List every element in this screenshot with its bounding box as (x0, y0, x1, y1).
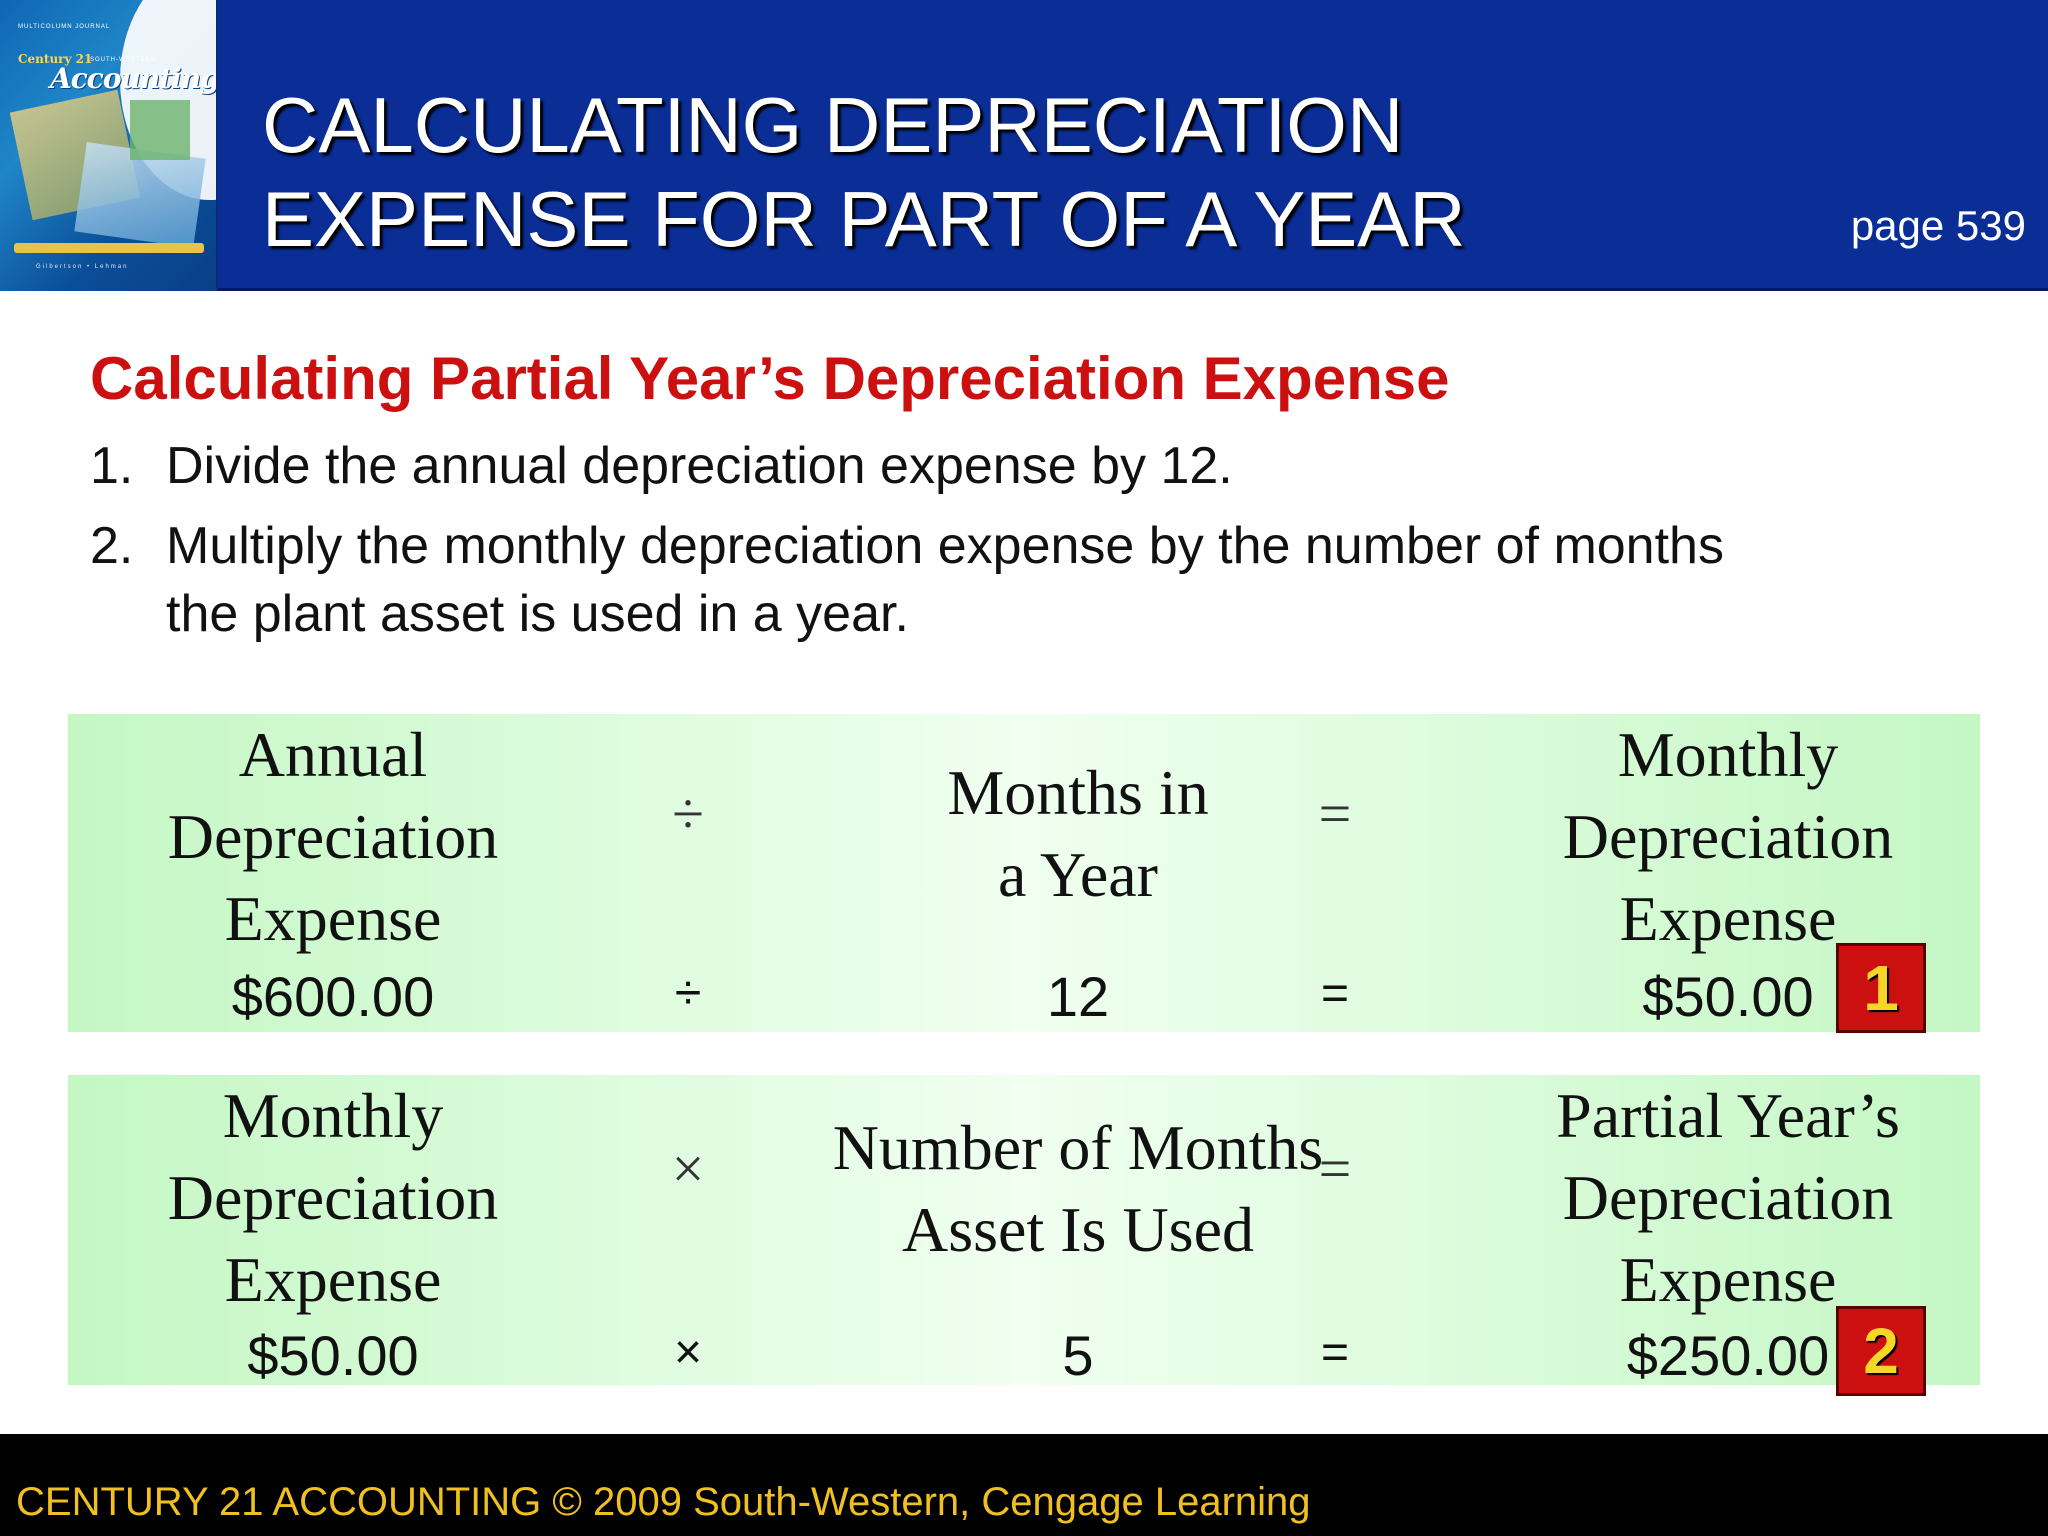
steps-list: 1. Divide the annual depreciation expens… (90, 432, 1790, 660)
page-reference: page 539 (1850, 202, 2026, 249)
formula-monthly-depreciation: Annual Depreciation Expense ÷ Months in … (68, 714, 1980, 1033)
step-badge-1: 1 (1836, 943, 1926, 1033)
label-line: Depreciation (1562, 801, 1894, 872)
formula1-equals: = (1318, 781, 1352, 846)
label-line: Annual (238, 719, 428, 790)
formula2-left-label: Monthly Depreciation Expense (138, 1075, 528, 1321)
formula2-right-value: $250.00 (1626, 1324, 1830, 1387)
formula-partial-year-depreciation: Monthly Depreciation Expense × Number of… (68, 1075, 1980, 1396)
formula1-operator-value: ÷ (674, 967, 702, 1020)
label-line: a Year (998, 839, 1158, 910)
step-number: 2. (90, 517, 134, 575)
slide-title-line-1: CALCULATING DEPRECIATION (262, 81, 1404, 169)
label-line: Monthly (222, 1080, 444, 1151)
cover-journal-label: MULTICOLUMN JOURNAL (18, 24, 111, 30)
slide-title-line-2: EXPENSE FOR PART OF A YEAR (262, 175, 1466, 263)
section-subtitle: Calculating Partial Year’s Depreciation … (90, 345, 1450, 412)
label-line: Depreciation (167, 801, 499, 872)
label-line: Expense (224, 1244, 442, 1315)
formula1-operator: ÷ (672, 781, 704, 846)
label-line: Number of Months (832, 1112, 1324, 1183)
cover-authors: Gilbertson • Lehman (36, 264, 129, 270)
cover-series-label: Century 21 (18, 52, 93, 66)
formula2-operator: × (671, 1136, 705, 1201)
label-line: Depreciation (167, 1162, 499, 1233)
slide-title: CALCULATING DEPRECIATION EXPENSE FOR PAR… (262, 78, 1562, 266)
step-text: Divide the annual depreciation expense b… (166, 437, 1233, 495)
step-item: 2. Multiply the monthly depreciation exp… (90, 512, 1790, 648)
label-line: Expense (1619, 1244, 1837, 1315)
formula1-left-label: Annual Depreciation Expense (138, 714, 528, 960)
step-badge-2: 2 (1836, 1306, 1926, 1396)
label-line: Asset Is Used (902, 1194, 1254, 1265)
label-line: Expense (1619, 883, 1837, 954)
label-line: Partial Year’s (1556, 1080, 1900, 1151)
cover-title: Accounting (50, 62, 218, 95)
label-line: Months in (947, 757, 1209, 828)
copyright-text: CENTURY 21 ACCOUNTING © 2009 South-Weste… (16, 1480, 1311, 1524)
formula1-middle-label: Months in a Year (848, 752, 1308, 916)
slide-footer: CENTURY 21 ACCOUNTING © 2009 South-Weste… (0, 1434, 2048, 1536)
formula2-operator-value: × (673, 1326, 703, 1379)
label-line: Monthly (1617, 719, 1839, 790)
formula1-middle-value: 12 (1046, 965, 1110, 1028)
formula1-right-label: Monthly Depreciation Expense (1468, 714, 1988, 960)
formula1-left-value: $600.00 (231, 965, 435, 1028)
cover-panel (130, 100, 190, 160)
formula2-middle-value: 5 (1062, 1324, 1094, 1387)
step-number: 1. (90, 437, 134, 495)
slide-header: MULTICOLUMN JOURNAL Century 21 SOUTH-WES… (0, 0, 2048, 291)
cover-stripe (14, 243, 204, 253)
formula2-equals: = (1318, 1136, 1352, 1201)
book-cover-image: MULTICOLUMN JOURNAL Century 21 SOUTH-WES… (0, 0, 218, 291)
formula1-right-value: $50.00 (1642, 965, 1814, 1028)
cover-publisher-label: SOUTH-WESTERN (90, 57, 156, 63)
formula2-left-value: $50.00 (247, 1324, 419, 1387)
step-text: Multiply the monthly depreciation expens… (166, 517, 1724, 643)
formula2-equals-value: = (1320, 1326, 1350, 1379)
formula1-equals-value: = (1320, 967, 1350, 1020)
step-item: 1. Divide the annual depreciation expens… (90, 432, 1790, 500)
formula2-middle-label: Number of Months Asset Is Used (748, 1107, 1408, 1271)
label-line: Expense (224, 883, 442, 954)
formula2-right-label: Partial Year’s Depreciation Expense (1468, 1075, 1988, 1321)
label-line: Depreciation (1562, 1162, 1894, 1233)
